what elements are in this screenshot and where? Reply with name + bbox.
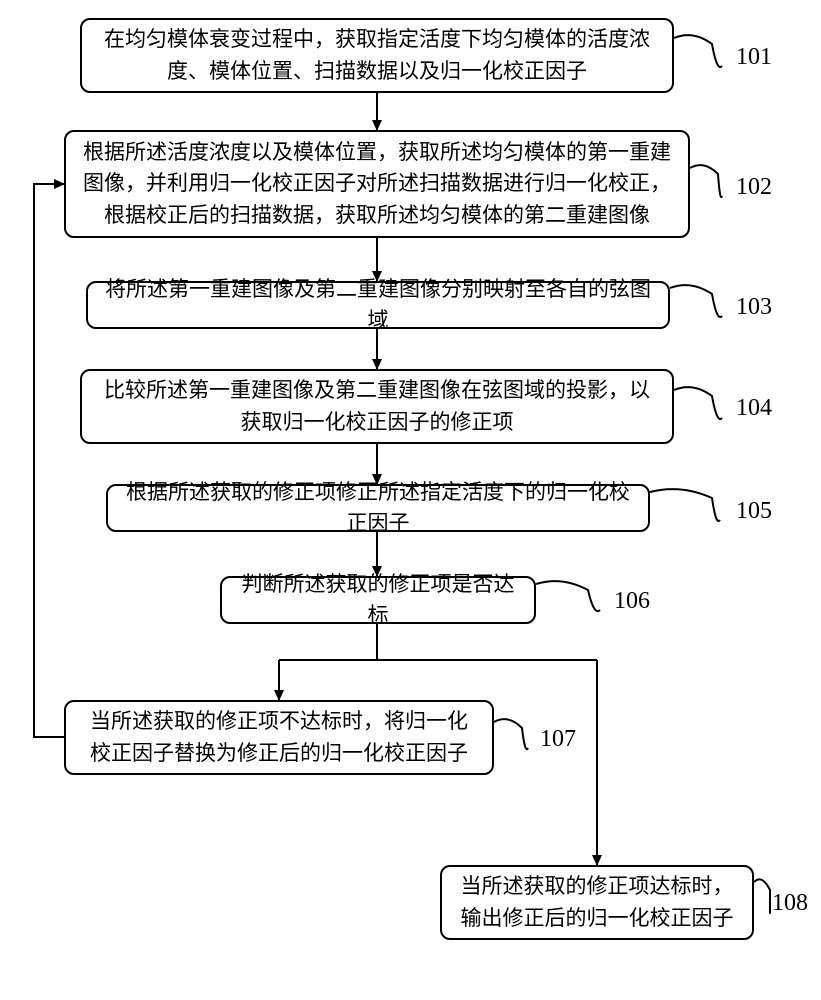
label-connector-l105: [650, 489, 720, 521]
step-number-text: 105: [736, 498, 772, 524]
node-text: 判断所述获取的修正项是否达标: [236, 569, 520, 632]
flow-node-n106: 判断所述获取的修正项是否达标: [220, 576, 536, 624]
label-connector-l107: [494, 719, 528, 749]
node-text: 将所述第一重建图像及第二重建图像分别映射至各自的弦图域: [102, 274, 654, 337]
step-number-text: 107: [540, 726, 576, 752]
step-number-text: 106: [614, 588, 650, 614]
node-text: 根据所述活度浓度以及模体位置，获取所述均匀模体的第一重建图像，并利用归一化校正因…: [80, 137, 674, 232]
step-number-106: 106: [614, 588, 650, 615]
step-number-101: 101: [736, 44, 772, 71]
label-connector-l102: [690, 165, 722, 197]
step-number-108: 108: [772, 890, 808, 917]
label-connector-l104: [674, 387, 722, 419]
label-connector-l106: [536, 581, 600, 611]
edge-n107-n102: [34, 184, 64, 737]
step-number-text: 108: [772, 890, 808, 916]
label-connector-l103: [670, 285, 722, 317]
flow-node-n105: 根据所述获取的修正项修正所述指定活度下的归一化校正因子: [106, 484, 650, 532]
step-number-text: 104: [736, 395, 772, 421]
step-number-text: 103: [736, 294, 772, 320]
flow-node-n101: 在均匀模体衰变过程中，获取指定活度下均匀模体的活度浓度、模体位置、扫描数据以及归…: [80, 18, 674, 93]
step-number-107: 107: [540, 726, 576, 753]
step-number-104: 104: [736, 395, 772, 422]
label-connector-l108: [754, 879, 770, 913]
step-number-text: 101: [736, 44, 772, 70]
label-connector-l101: [674, 35, 722, 67]
flowchart-canvas: 在均匀模体衰变过程中，获取指定活度下均匀模体的活度浓度、模体位置、扫描数据以及归…: [0, 0, 821, 1000]
node-text: 当所述获取的修正项达标时，输出修正后的归一化校正因子: [456, 871, 738, 934]
node-text: 根据所述获取的修正项修正所述指定活度下的归一化校正因子: [122, 477, 634, 540]
step-number-103: 103: [736, 294, 772, 321]
step-number-text: 102: [736, 174, 772, 200]
flow-node-n104: 比较所述第一重建图像及第二重建图像在弦图域的投影，以获取归一化校正因子的修正项: [80, 369, 674, 444]
flow-node-n102: 根据所述活度浓度以及模体位置，获取所述均匀模体的第一重建图像，并利用归一化校正因…: [64, 130, 690, 238]
node-text: 在均匀模体衰变过程中，获取指定活度下均匀模体的活度浓度、模体位置、扫描数据以及归…: [96, 24, 658, 87]
node-text: 比较所述第一重建图像及第二重建图像在弦图域的投影，以获取归一化校正因子的修正项: [96, 375, 658, 438]
step-number-102: 102: [736, 174, 772, 201]
flow-node-n108: 当所述获取的修正项达标时，输出修正后的归一化校正因子: [440, 865, 754, 940]
node-text: 当所述获取的修正项不达标时，将归一化校正因子替换为修正后的归一化校正因子: [80, 706, 478, 769]
step-number-105: 105: [736, 498, 772, 525]
flow-node-n103: 将所述第一重建图像及第二重建图像分别映射至各自的弦图域: [86, 281, 670, 329]
flow-node-n107: 当所述获取的修正项不达标时，将归一化校正因子替换为修正后的归一化校正因子: [64, 700, 494, 775]
